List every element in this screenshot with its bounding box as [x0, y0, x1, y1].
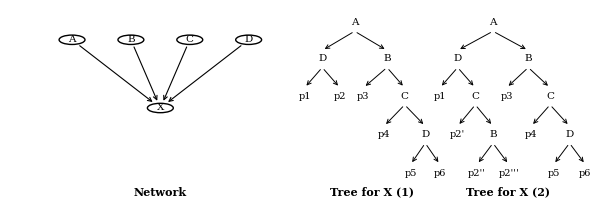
Circle shape: [118, 35, 144, 44]
Text: D: D: [245, 35, 253, 44]
Text: D: D: [454, 54, 462, 64]
Text: D: D: [318, 54, 326, 64]
Text: X: X: [157, 103, 164, 113]
Circle shape: [59, 35, 85, 44]
Text: p4: p4: [378, 130, 390, 139]
Text: p1: p1: [434, 92, 446, 101]
Text: p2: p2: [334, 92, 346, 101]
Circle shape: [236, 35, 261, 44]
Text: D: D: [565, 130, 574, 139]
Text: C: C: [471, 92, 479, 101]
Text: Network: Network: [134, 187, 187, 198]
Text: A: A: [68, 35, 76, 44]
Text: p6: p6: [579, 168, 592, 178]
Text: D: D: [421, 130, 429, 139]
Text: A: A: [489, 18, 497, 27]
Text: C: C: [401, 92, 409, 101]
Text: Tree for X (1): Tree for X (1): [330, 187, 414, 198]
Circle shape: [147, 103, 173, 113]
Text: Tree for X (2): Tree for X (2): [466, 187, 549, 198]
Text: p3: p3: [357, 92, 369, 101]
Text: C: C: [186, 35, 194, 44]
Text: p4: p4: [525, 130, 538, 139]
Text: p1: p1: [298, 92, 311, 101]
Text: B: B: [489, 130, 497, 139]
Text: p5: p5: [548, 168, 560, 178]
Text: p5: p5: [405, 168, 417, 178]
Text: C: C: [546, 92, 554, 101]
Text: p2'': p2'': [468, 168, 486, 178]
Text: A: A: [351, 18, 358, 27]
Text: p2': p2': [450, 130, 465, 139]
Text: p2''': p2''': [498, 168, 519, 178]
Text: B: B: [525, 54, 532, 64]
Text: B: B: [383, 54, 391, 64]
Text: p3: p3: [500, 92, 513, 101]
Circle shape: [177, 35, 203, 44]
Text: p6: p6: [434, 168, 446, 178]
Text: B: B: [127, 35, 135, 44]
